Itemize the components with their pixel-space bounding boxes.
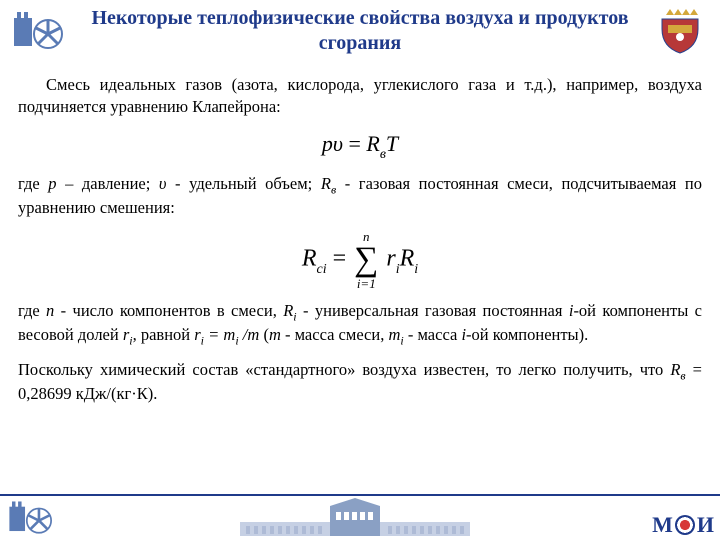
sym-m: m <box>269 325 281 344</box>
crest-icon <box>650 6 710 56</box>
sym-R: R <box>321 174 331 193</box>
sym-p: p <box>48 174 56 193</box>
mei-logo-icon: М И <box>652 512 714 538</box>
sym-mi: m <box>388 325 400 344</box>
sym-r: r <box>386 245 395 271</box>
sym-eq: = <box>204 325 223 344</box>
txt: - масса <box>404 325 462 344</box>
sym-m: m <box>247 325 259 344</box>
txt: , равной <box>133 325 195 344</box>
sym-R-sub: в <box>380 147 386 162</box>
txt: – давление; <box>57 174 159 193</box>
txt: - число компонентов в смеси, <box>54 301 283 320</box>
mei-letter-i: И <box>697 512 714 538</box>
formula-clapeyron: pυ = RвT <box>18 129 702 163</box>
logo-turbine-small-icon <box>6 498 58 538</box>
sym-eq: = <box>348 131 360 156</box>
paragraph-4: Поскольку химический состав «стандартног… <box>18 359 702 406</box>
formula-mixing: Rci = n ∑ i=1 riRi <box>18 230 702 290</box>
paragraph-3: где n - число компонентов в смеси, Ri - … <box>18 300 702 349</box>
txt: где <box>18 174 48 193</box>
txt: - удельный объем; <box>166 174 320 193</box>
sym-Ri-sub: i <box>414 262 418 277</box>
sym-p: p <box>322 131 333 156</box>
sym-eq: = <box>333 245 347 271</box>
paragraph-2: где p – давление; υ - удельный объем; Rв… <box>18 173 702 220</box>
sym-T: T <box>386 131 398 156</box>
logo-turbine-icon <box>10 6 70 56</box>
footer: М И <box>0 494 720 540</box>
sym-v: υ <box>333 131 343 156</box>
sym-Ri: R <box>283 301 293 320</box>
mei-letter-m: М <box>652 512 673 538</box>
sym-Ri: R <box>400 245 415 271</box>
header: Некоторые теплофизические свойства возду… <box>0 0 720 58</box>
paragraph-1: Смесь идеальных газов (азота, кислорода,… <box>18 74 702 119</box>
sym-mi: m <box>223 325 235 344</box>
sym-R: R <box>670 360 680 379</box>
slide-title: Некоторые теплофизические свойства возду… <box>80 6 640 56</box>
slide: Некоторые теплофизические свойства возду… <box>0 0 720 540</box>
txt: - масса смеси, <box>281 325 389 344</box>
sym-R: R <box>366 131 379 156</box>
slide-body: Смесь идеальных газов (азота, кислорода,… <box>0 58 720 405</box>
sym-R: R <box>302 245 317 271</box>
txt: где <box>18 301 46 320</box>
building-icon <box>58 498 652 538</box>
txt: Поскольку химический состав «стандартног… <box>18 360 670 379</box>
sum-lower: i=1 <box>357 277 376 290</box>
sum-icon: n ∑ i=1 <box>354 230 378 290</box>
sym-R-sub: ci <box>316 262 326 277</box>
txt: -ой компоненты). <box>466 325 588 344</box>
sym-r-sub: i <box>396 262 400 277</box>
txt: - универсальная газовая постоянная <box>297 301 569 320</box>
mei-ring-icon <box>675 515 695 535</box>
txt: ( <box>259 325 269 344</box>
